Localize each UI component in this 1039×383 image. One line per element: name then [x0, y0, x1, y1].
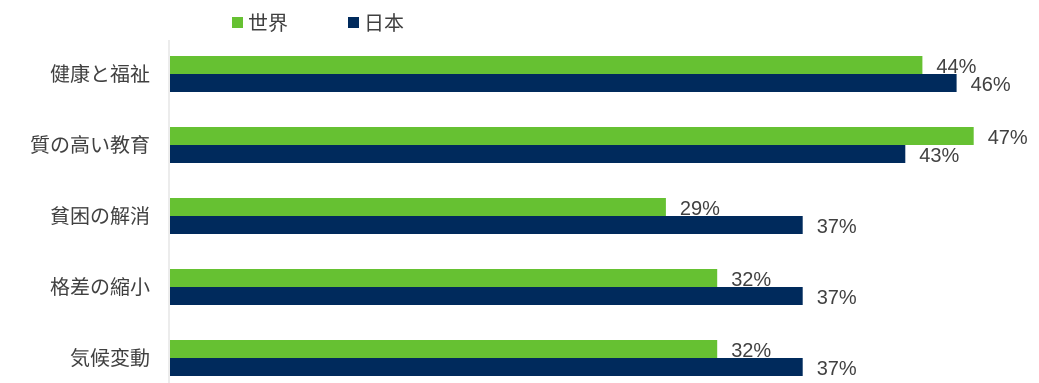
- legend-swatch-world: [232, 17, 243, 28]
- bar-world: [170, 198, 666, 216]
- bar-japan: [170, 216, 803, 234]
- category-label: 貧困の解消: [50, 204, 150, 228]
- value-label-japan: 46%: [971, 74, 1011, 96]
- bar-japan: [170, 74, 957, 92]
- bar-japan: [170, 145, 906, 163]
- bar-world: [170, 127, 974, 145]
- value-label-world: 32%: [731, 269, 771, 291]
- bar-japan: [170, 287, 803, 305]
- bar-world: [170, 340, 718, 358]
- value-label-world: 29%: [680, 198, 720, 220]
- value-label-japan: 37%: [817, 358, 857, 380]
- value-labels: 44%46% 47% 43% 29% 37% 32% 37% 32% 37%: [680, 56, 1028, 380]
- category-label: 格差の縮小: [50, 275, 150, 299]
- bar-world: [170, 269, 718, 287]
- category-label: 気候変動: [70, 346, 150, 370]
- value-label-japan: 37%: [817, 216, 857, 238]
- legend-swatch-japan: [348, 17, 359, 28]
- value-label-world: 32%: [731, 340, 771, 362]
- legend-label-world: 世界: [248, 11, 288, 35]
- value-label-world: 44%: [936, 56, 976, 78]
- category-label: 健康と福祉: [50, 62, 150, 86]
- bar-japan: [170, 358, 803, 376]
- category-label: 質の高い教育: [30, 133, 150, 157]
- legend: 世界 日本: [232, 11, 404, 35]
- value-label-world: 47%: [988, 127, 1028, 149]
- value-label-japan: 43%: [919, 145, 959, 167]
- legend-label-japan: 日本: [364, 11, 404, 35]
- value-label-japan: 37%: [817, 287, 857, 309]
- bar-world: [170, 56, 923, 74]
- bars: [170, 56, 974, 376]
